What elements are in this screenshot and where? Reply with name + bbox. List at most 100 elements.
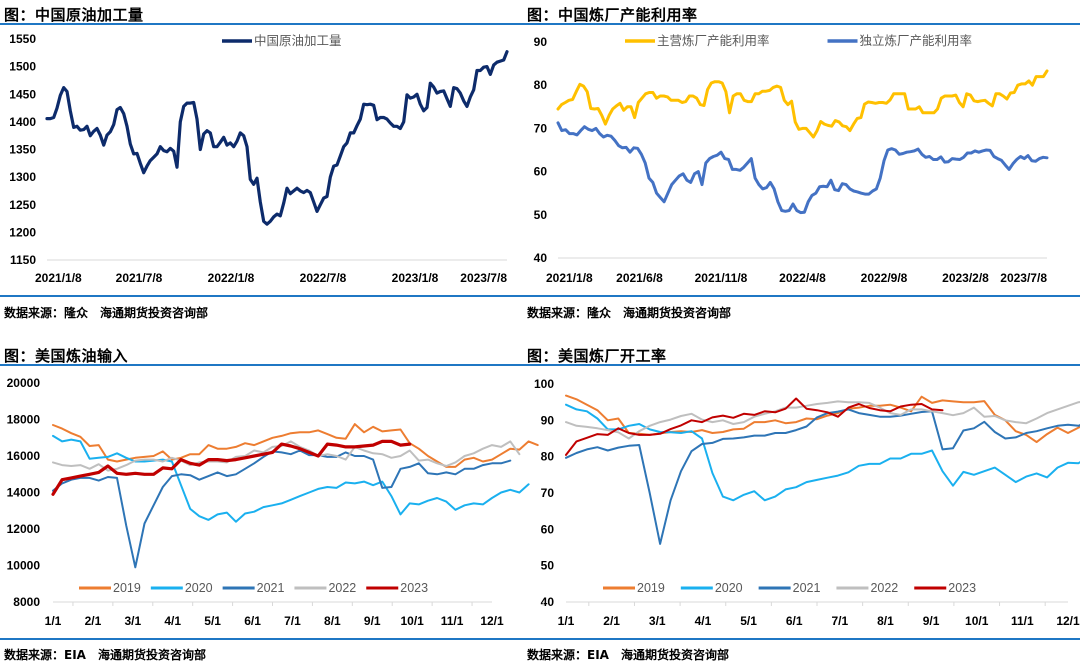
y-tick-label: 90 [534,35,548,49]
legend: 主营炼厂产能利用率 独立炼厂产能利用率 [625,33,972,48]
x-tick-label: 2/1 [85,614,102,628]
x-tick-label: 9/1 [923,614,940,628]
x-tick-label: 2023/7/8 [460,271,507,285]
x-tick-label: 5/1 [204,614,221,628]
bottom-divider [522,295,1080,297]
x-tick-label: 11/1 [441,614,464,628]
series-line-2023 [51,439,412,496]
y-tick-label: 1150 [10,253,36,267]
x-tick-label: 2021/1/8 [35,271,82,285]
legend-label: 中国原油加工量 [254,33,342,48]
x-tick-label: 12/1 [1056,614,1080,628]
legend: 中国原油加工量 [222,33,342,48]
series-line-2019 [52,423,539,468]
y-tick-label: 1200 [9,225,36,239]
bottom-divider [0,295,522,297]
chart-china-refinery-utilization: 90 80 70 60 50 40 2021/1/8 2021/6/8 2021/11/8 202… [534,33,1049,285]
y-tick-label: 1400 [9,115,36,129]
bottom-divider [522,638,1080,640]
series-line-2020 [565,403,1080,502]
x-tick-label: 11/1 [1011,614,1034,628]
x-tick-label: 6/1 [244,614,261,628]
bottom-divider [0,638,522,640]
x-tick-label: 4/1 [695,614,712,628]
x-tick-label: 4/1 [164,614,181,628]
y-tick-label: 40 [534,251,548,265]
y-tick-label: 1350 [9,143,36,157]
legend-label: 2022 [870,581,898,595]
y-tick-label: 50 [541,559,555,573]
x-tick-label: 12/1 [480,614,504,628]
source-note: 数据来源：隆众 海通期货投资咨询部 [527,306,732,320]
x-tick-label: 10/1 [401,614,425,628]
series-line-主营炼厂产能利用率 [556,69,1049,139]
y-tick-label: 80 [541,450,555,464]
y-tick-label: 12000 [7,522,41,536]
legend-label: 2020 [715,581,743,595]
series-line-独立炼厂产能利用率 [556,121,1049,215]
y-tick-label: 8000 [13,595,40,609]
x-tick-label: 2022/4/8 [779,271,826,285]
y-tick-label: 90 [541,413,555,427]
x-tick-label: 1/1 [45,614,62,628]
series-line-中国原油加工量 [45,50,509,226]
title-divider [0,364,522,366]
x-tick-label: 8/1 [877,614,894,628]
y-tick-label: 1250 [9,198,36,212]
legend-label: 独立炼厂产能利用率 [860,33,973,48]
legend-label: 2019 [113,581,141,595]
x-tick-label: 7/1 [284,614,301,628]
legend-label: 2021 [793,581,821,595]
x-tick-label: 7/1 [831,614,848,628]
x-tick-label: 2023/1/8 [392,271,439,285]
legend: 2019 2020 2021 2022 2023 [79,581,428,595]
y-tick-label: 80 [534,78,548,92]
y-tick-label: 100 [534,377,554,391]
y-tick-label: 18000 [7,413,41,427]
y-tick-label: 20000 [7,376,41,390]
y-tick-label: 60 [534,165,548,179]
y-tick-label: 40 [541,595,555,609]
legend-label: 2023 [400,581,428,595]
x-tick-label: 8/1 [324,614,341,628]
x-tick-label: 3/1 [124,614,141,628]
chart-title: 图：美国炼油输入 [4,347,129,365]
y-tick-label: 1300 [9,170,36,184]
y-tick-label: 1550 [9,32,36,46]
y-tick-label: 60 [541,522,555,536]
y-tick-label: 70 [534,121,548,135]
y-tick-label: 10000 [7,559,41,573]
chart-title: 图：美国炼厂开工率 [527,347,667,365]
x-tick-label: 2021/7/8 [116,271,163,285]
series-line-2021 [52,449,512,569]
series-line-2022 [565,400,1080,440]
x-tick-label: 2021/1/8 [546,271,593,285]
chart-title: 图：中国原油加工量 [4,6,144,24]
title-divider [522,23,1080,25]
x-tick-label: 5/1 [740,614,757,628]
legend-label: 2022 [328,581,356,595]
y-tick-label: 16000 [7,449,41,463]
legend-label: 2020 [185,581,213,595]
x-tick-label: 2022/9/8 [861,271,908,285]
x-tick-label: 6/1 [786,614,803,628]
legend-label: 2019 [637,581,665,595]
legend-label: 2023 [948,581,976,595]
legend-label: 2021 [257,581,285,595]
y-tick-label: 1450 [9,87,36,101]
y-tick-label: 1500 [9,60,36,74]
x-tick-label: 2/1 [603,614,620,628]
title-divider [522,364,1080,366]
x-tick-label: 9/1 [364,614,381,628]
series-line-2023 [565,397,944,456]
y-tick-label: 70 [541,486,555,500]
source-note: 数据来源：EIA 海通期货投资咨询部 [527,648,729,662]
source-note: 数据来源：隆众 海通期货投资咨询部 [4,306,209,320]
y-tick-label: 50 [534,208,548,222]
chart-title: 图：中国炼厂产能利用率 [527,6,698,24]
source-note: 数据来源：EIA 海通期货投资咨询部 [4,648,206,662]
x-tick-label: 2023/7/8 [1000,271,1047,285]
legend: 2019 2020 2021 2022 2023 [603,581,976,595]
x-tick-label: 2021/11/8 [695,271,748,285]
